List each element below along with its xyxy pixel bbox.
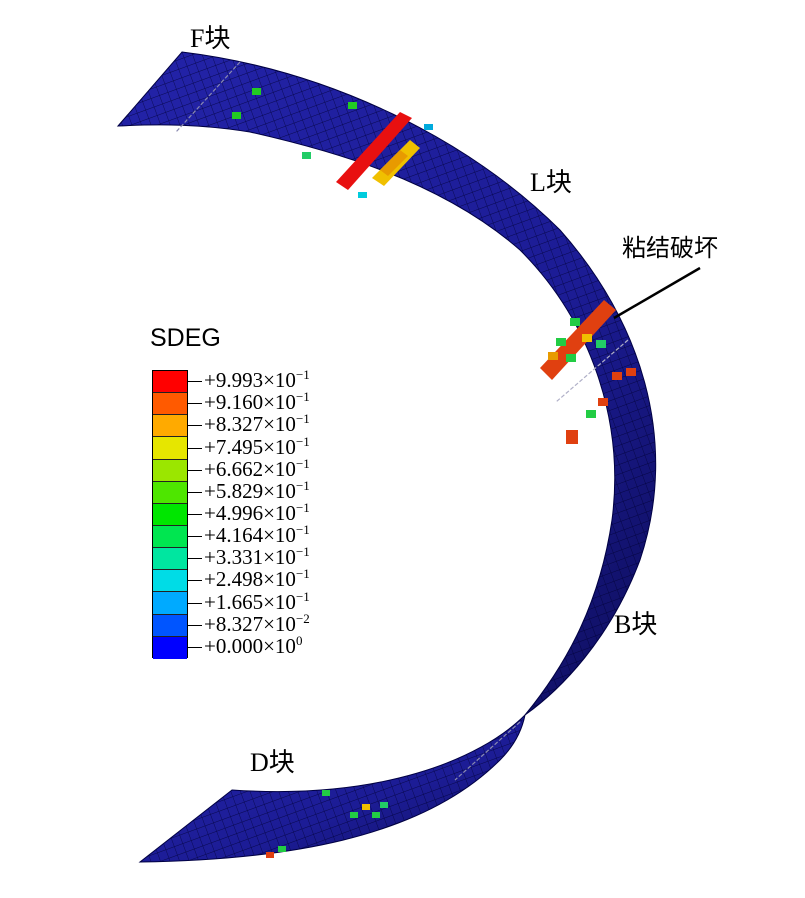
legend-value: +2.498×10−1 — [204, 566, 310, 592]
legend-value: +9.993×10−1 — [204, 367, 310, 393]
legend-swatch — [153, 570, 187, 593]
legend-tick — [188, 381, 202, 383]
legend-tick — [188, 447, 202, 449]
label-l-block: L块 — [530, 168, 572, 197]
legend-swatch — [153, 592, 187, 615]
damage-spots-upper — [232, 88, 433, 198]
legend-tick — [188, 580, 202, 582]
legend-swatch — [153, 525, 187, 549]
damage-spots-lower — [266, 790, 388, 858]
legend-value: +0.000×100 — [204, 632, 303, 658]
joint-line-l-b — [555, 339, 629, 403]
legend-title: SDEG — [150, 324, 221, 352]
legend-swatch — [153, 415, 187, 438]
label-f-block: F块 — [190, 24, 231, 53]
legend-value: +7.495×10−1 — [204, 433, 310, 459]
legend-value: +5.829×10−1 — [204, 477, 310, 503]
legend-value: +1.665×10−1 — [204, 588, 310, 614]
legend-tick — [188, 514, 202, 515]
legend-tick — [188, 624, 202, 626]
annotation-leader-line — [613, 266, 701, 320]
legend-value: +3.331×10−1 — [204, 544, 310, 570]
legend-value: +4.996×10−1 — [204, 500, 310, 525]
legend-tick — [188, 403, 202, 405]
legend-value: +4.164×10−1 — [204, 522, 310, 548]
legend-color-bar — [152, 370, 188, 659]
legend-tick — [188, 646, 202, 648]
joint-line-f-l — [175, 61, 241, 133]
label-d-block: D块 — [250, 748, 295, 777]
label-b-block: B块 — [614, 610, 658, 639]
legend-swatch — [153, 437, 187, 460]
annotation-bond-failure: 粘结破坏 — [622, 234, 718, 262]
damage-column-upper — [336, 112, 420, 190]
legend-swatch — [153, 503, 187, 526]
legend-value: +8.327×10−2 — [204, 610, 310, 636]
joint-line-b-d — [454, 721, 521, 781]
legend-value: +8.327×10−1 — [204, 411, 310, 437]
legend-swatch — [153, 459, 187, 482]
legend-swatch — [153, 393, 187, 416]
bond-failure-zone — [540, 300, 636, 444]
legend-swatch — [153, 371, 187, 394]
legend-tick — [188, 469, 202, 471]
legend-value: +6.662×10−1 — [204, 455, 310, 481]
legend-tick — [188, 602, 202, 604]
legend-swatch — [153, 548, 187, 571]
legend-tick — [188, 491, 202, 493]
legend-swatch — [153, 636, 187, 659]
legend-value: +9.160×10−1 — [204, 389, 310, 415]
legend-swatch — [153, 481, 187, 504]
legend-swatch — [153, 614, 187, 637]
legend-tick — [188, 536, 202, 538]
legend-tick — [188, 558, 202, 560]
legend-tick — [188, 425, 202, 427]
